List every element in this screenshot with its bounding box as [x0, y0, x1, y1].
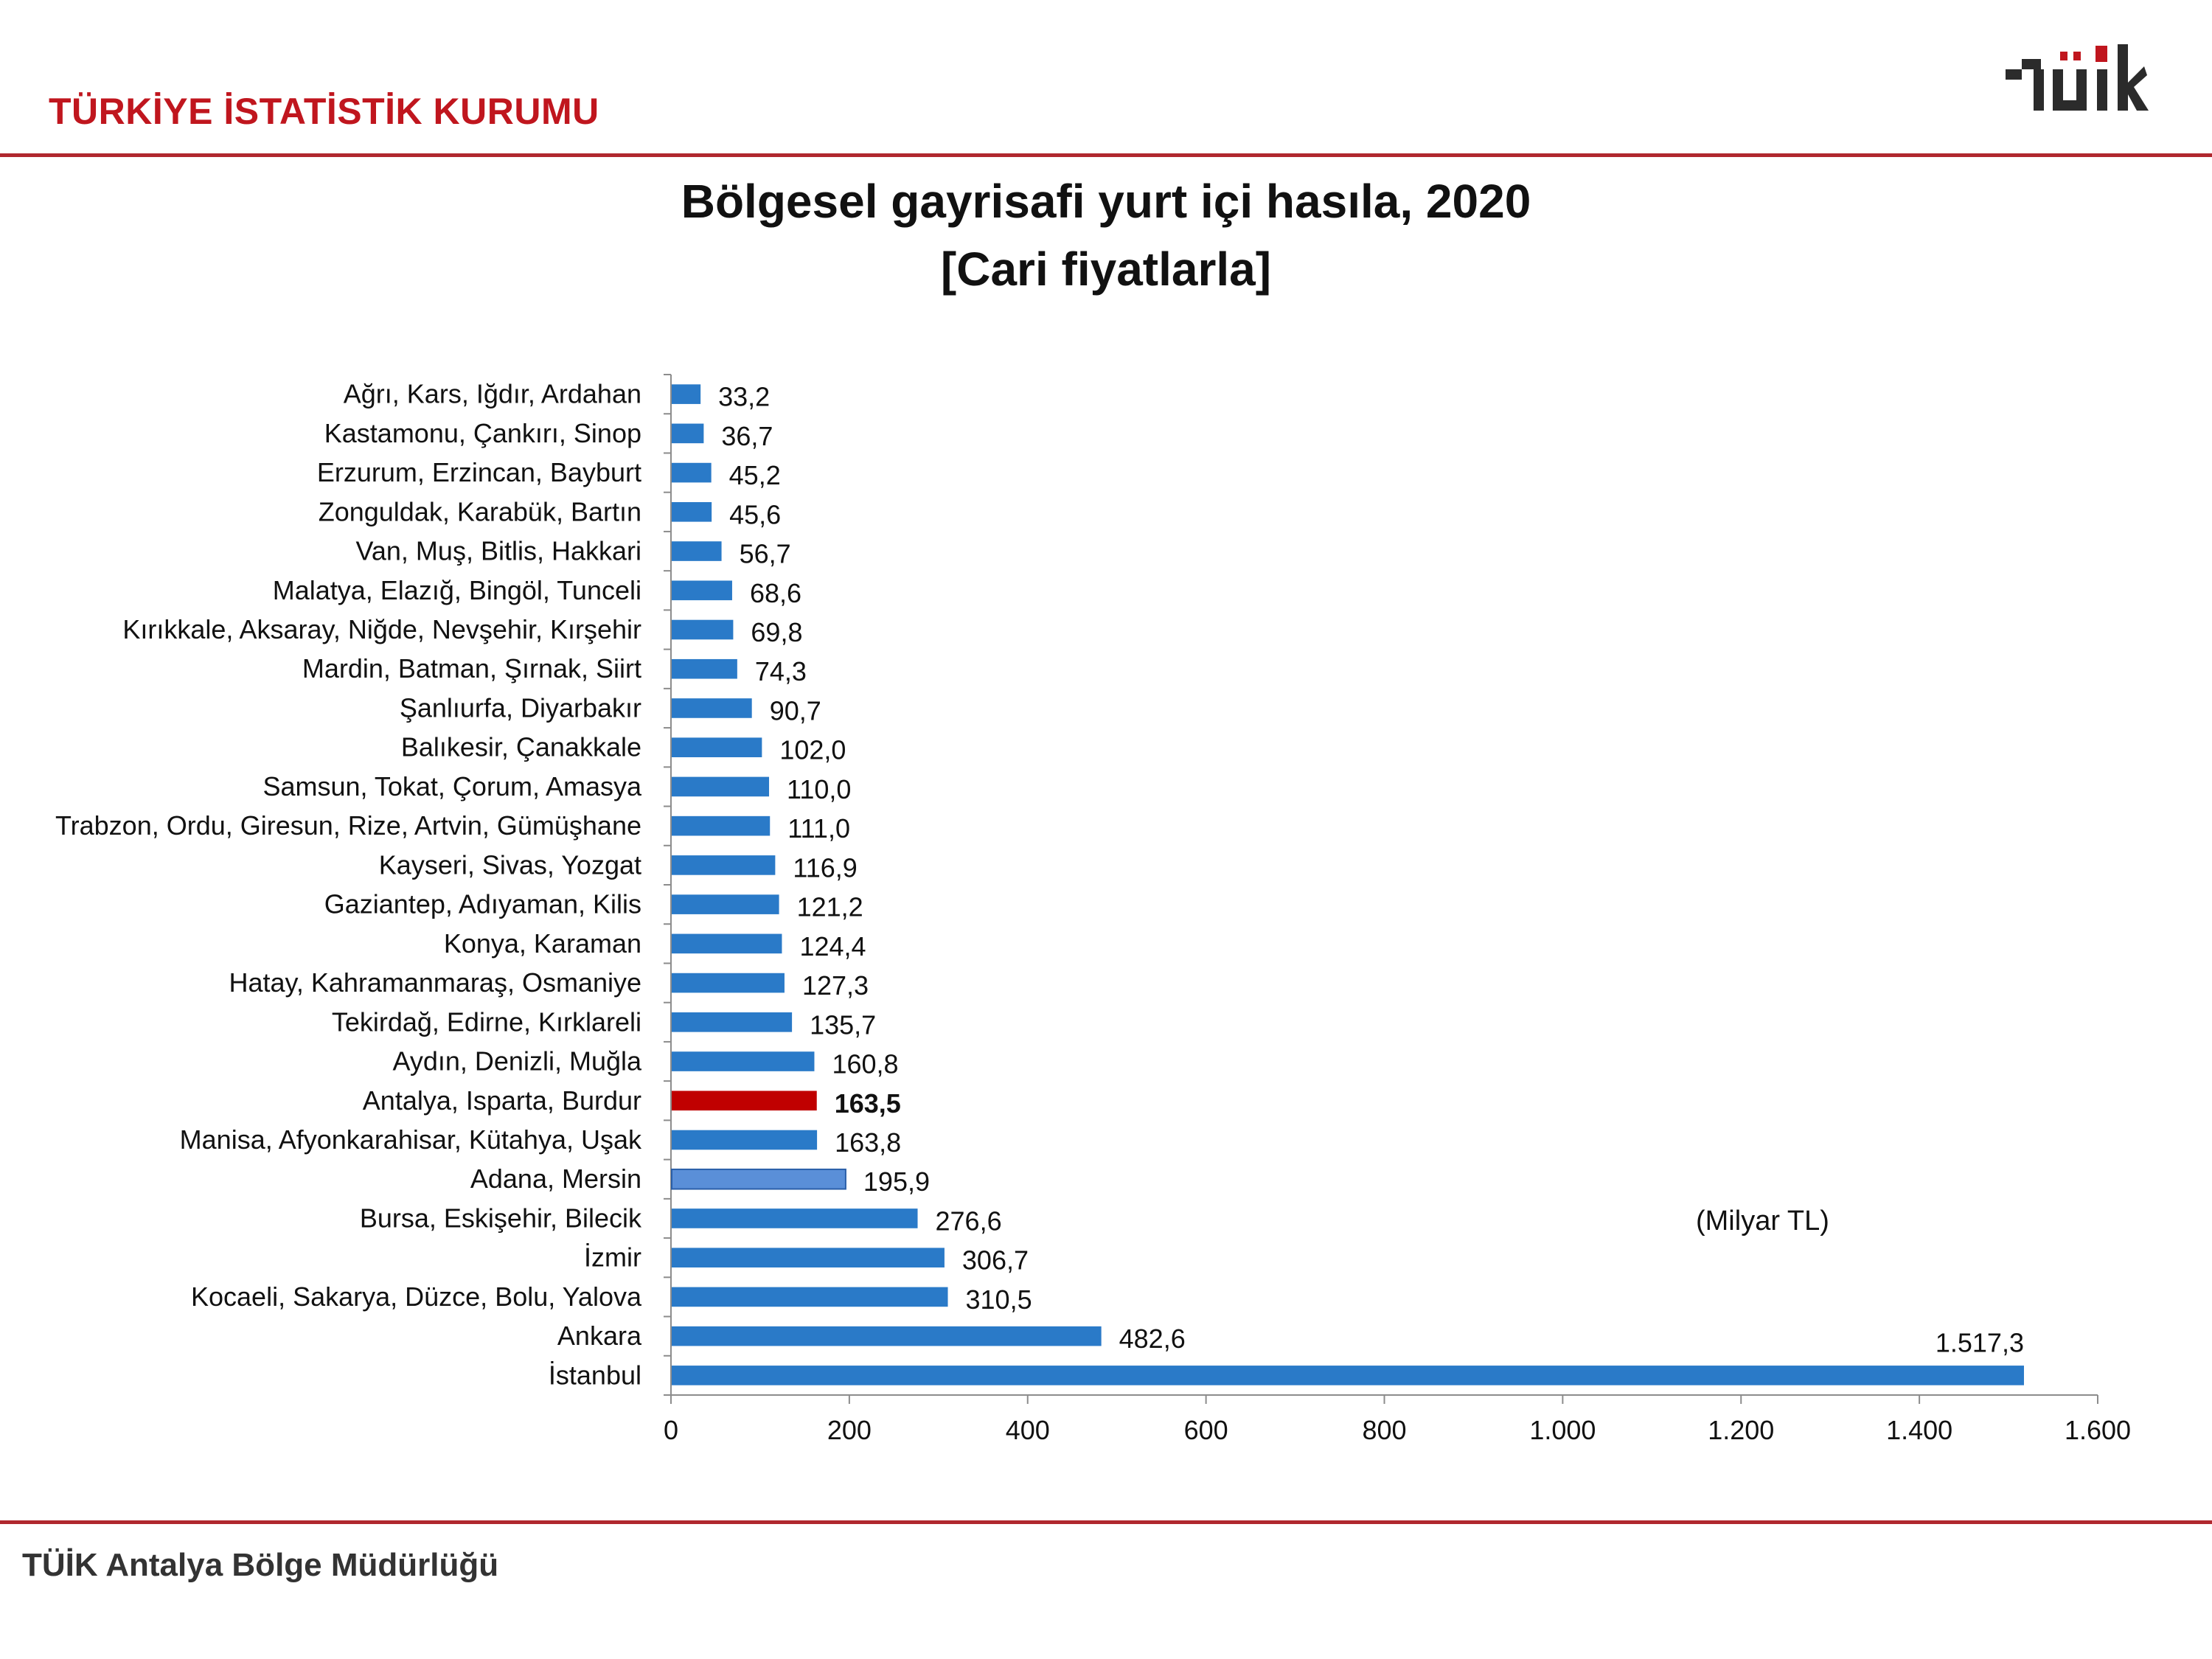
data-label: 45,6 [729, 499, 781, 529]
category-label: Hatay, Kahramanmaraş, Osmaniye [229, 967, 641, 998]
bar [672, 1051, 815, 1071]
x-tick-label: 1.600 [2065, 1415, 2131, 1445]
category-label: Konya, Karaman [444, 928, 641, 959]
x-tick-label: 1.000 [1529, 1415, 1596, 1445]
bar [672, 1012, 793, 1032]
data-label: 310,5 [966, 1284, 1032, 1315]
x-tick-label: 400 [1006, 1415, 1050, 1445]
data-label: 135,7 [810, 1009, 876, 1040]
bar [672, 776, 770, 797]
x-tick-label: 800 [1362, 1415, 1406, 1445]
category-label: Zonguldak, Karabük, Bartın [319, 496, 641, 526]
data-label: 160,8 [832, 1049, 898, 1079]
category-label: İstanbul [549, 1360, 641, 1390]
category-label: Samsun, Tokat, Çorum, Amasya [262, 771, 642, 801]
data-label: 74,3 [755, 656, 807, 686]
category-label: Van, Muş, Bitlis, Hakkari [356, 536, 641, 566]
bar [672, 1287, 948, 1307]
category-label: Şanlıurfa, Diyarbakır [400, 692, 641, 723]
x-tick-label: 0 [664, 1415, 678, 1445]
bar [672, 502, 712, 522]
data-label: 195,9 [863, 1166, 930, 1197]
x-tick-label: 600 [1184, 1415, 1228, 1445]
bar [672, 1130, 818, 1150]
data-label: 127,3 [802, 970, 869, 1001]
bar [672, 933, 782, 954]
bar [672, 737, 762, 757]
category-label: Bursa, Eskişehir, Bilecik [360, 1203, 642, 1233]
bar [672, 1366, 2024, 1385]
unit-annotation: (Milyar TL) [1696, 1206, 1829, 1237]
tuik-logo [2006, 44, 2149, 111]
data-label: 124,4 [799, 931, 866, 961]
data-label: 276,6 [936, 1206, 1002, 1236]
category-label: Kayseri, Sivas, Yozgat [379, 849, 641, 880]
data-label: 111,0 [787, 813, 850, 844]
data-label: 45,2 [729, 460, 781, 490]
category-label: Erzurum, Erzincan, Bayburt [317, 457, 641, 487]
category-label: Trabzon, Ordu, Giresun, Rize, Artvin, Gü… [55, 810, 641, 841]
category-label: Antalya, Isparta, Burdur [363, 1085, 641, 1116]
bar [672, 894, 779, 914]
bar [672, 462, 712, 483]
data-label: 102,0 [779, 735, 846, 765]
category-label: Kırıkkale, Aksaray, Niğde, Nevşehir, Kır… [122, 614, 641, 644]
category-label: Mardin, Batman, Şırnak, Siirt [302, 653, 641, 684]
bar [672, 1208, 918, 1228]
bar [672, 384, 701, 404]
bar [672, 580, 732, 601]
category-label: Manisa, Afyonkarahisar, Kütahya, Uşak [180, 1124, 642, 1155]
data-label: 482,6 [1119, 1324, 1186, 1354]
bar [671, 1168, 846, 1190]
bar [672, 1326, 1102, 1346]
bar [672, 541, 722, 561]
x-tick-label: 1.200 [1708, 1415, 1774, 1445]
category-label: Tekirdağ, Edirne, Kırklareli [332, 1006, 641, 1037]
category-label: Gaziantep, Adıyaman, Kilis [324, 889, 641, 919]
chart-title: Bölgesel gayrisafi yurt içi hasıla, 2020 [681, 175, 1531, 228]
data-label: 56,7 [740, 539, 791, 569]
category-label: İzmir [584, 1242, 641, 1273]
category-label: Kocaeli, Sakarya, Düzce, Bolu, Yalova [191, 1281, 642, 1312]
category-label: Aydın, Denizli, Muğla [393, 1046, 642, 1077]
chart-subtitle: [Cari fiyatlarla] [940, 243, 1272, 296]
header-rule [0, 153, 2212, 157]
category-label: Ağrı, Kars, Iğdır, Ardahan [344, 379, 641, 409]
bar [672, 815, 771, 836]
category-label: Malatya, Elazığ, Bingöl, Tunceli [273, 575, 641, 605]
data-label: 69,8 [751, 617, 802, 647]
data-label: 1.517,3 [1935, 1327, 2024, 1357]
data-label: 36,7 [721, 421, 773, 451]
data-label: 90,7 [770, 695, 821, 726]
category-label: Adana, Mersin [470, 1164, 641, 1194]
data-label: 163,5 [835, 1088, 901, 1119]
x-tick-label: 1.400 [1886, 1415, 1952, 1445]
footer-text: TÜİK Antalya Bölge Müdürlüğü [22, 1547, 499, 1583]
data-label: 163,8 [835, 1127, 901, 1158]
x-tick-label: 200 [827, 1415, 872, 1445]
data-label: 306,7 [962, 1245, 1029, 1276]
bar [672, 1091, 817, 1111]
bar [672, 973, 785, 993]
footer-rule [0, 1520, 2212, 1524]
bar [672, 619, 734, 640]
bar [672, 423, 704, 444]
bar [672, 855, 776, 875]
data-label: 68,6 [750, 578, 801, 608]
data-label: 110,0 [787, 774, 851, 804]
category-label: Kastamonu, Çankırı, Sinop [324, 418, 641, 448]
data-label: 33,2 [718, 382, 770, 412]
category-label: Ankara [557, 1321, 642, 1351]
data-label: 121,2 [797, 892, 863, 922]
bar [672, 658, 737, 679]
org-title: TÜRKİYE İSTATİSTİK KURUMU [49, 91, 599, 132]
data-label: 116,9 [793, 852, 857, 883]
category-label: Balıkesir, Çanakkale [401, 732, 641, 762]
bar [672, 698, 752, 718]
bar [672, 1248, 945, 1267]
